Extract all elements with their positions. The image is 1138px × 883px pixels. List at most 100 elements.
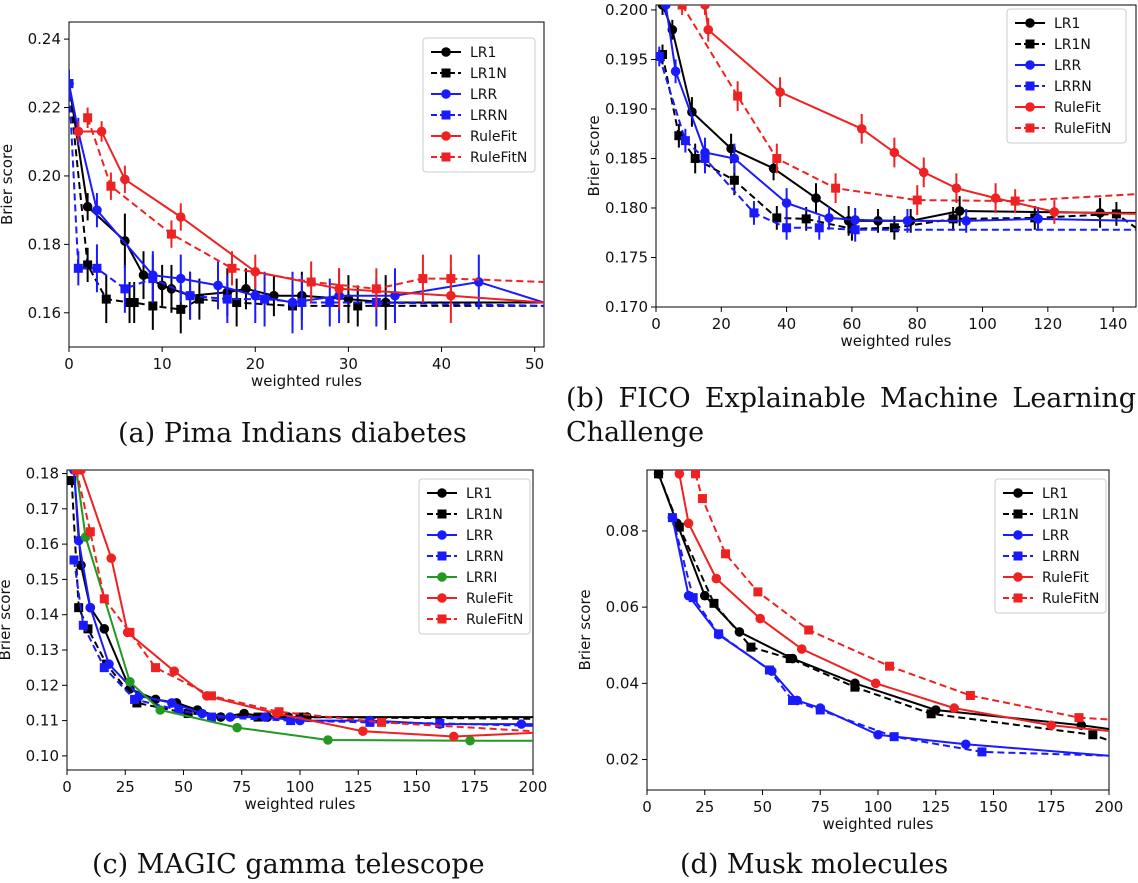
x-tick-label: 175 xyxy=(1037,798,1066,816)
caption-c: (c) MAGIC gamma telescope xyxy=(92,849,485,880)
data-point xyxy=(912,195,922,205)
data-point xyxy=(902,216,913,226)
x-tick-label: 0 xyxy=(642,798,652,816)
data-point xyxy=(850,225,860,235)
y-tick-label: 0.20 xyxy=(28,167,61,185)
data-point xyxy=(166,229,176,239)
data-point xyxy=(711,573,722,584)
data-point xyxy=(71,470,81,475)
data-point xyxy=(703,24,714,35)
data-point xyxy=(206,712,216,722)
series-LR1N xyxy=(654,470,1109,742)
y-axis-label: Brier score xyxy=(576,589,594,670)
legend-marker xyxy=(437,509,447,519)
legend-label: LRRN xyxy=(466,549,504,565)
data-point xyxy=(926,709,936,719)
series-RuleFit xyxy=(674,470,1109,732)
series-line xyxy=(704,5,1136,215)
data-point xyxy=(106,553,117,564)
legend-label: LR1N xyxy=(1054,37,1091,53)
caption-b-line1: (b) FICO Explainable Machine Learning xyxy=(566,383,1136,414)
x-tick-label: 80 xyxy=(908,315,927,333)
data-point xyxy=(125,676,135,687)
data-point xyxy=(954,206,965,216)
data-point xyxy=(155,705,165,715)
data-point xyxy=(714,629,724,639)
data-point xyxy=(1033,214,1043,224)
chart-musk: 0 25 50 75 100 125 150 175 200 0.02 0.04 0.06 0.08 we… xyxy=(576,469,1123,833)
data-point xyxy=(448,731,459,742)
y-tick-label: 0.02 xyxy=(606,751,639,769)
x-tick-label: 75 xyxy=(811,798,830,816)
data-point xyxy=(654,470,664,479)
legend-c: LR1 LR1N LRR LRRN LRRI RuleFit RuleFitN xyxy=(418,478,531,635)
data-point xyxy=(73,126,84,137)
x-tick-label: 60 xyxy=(842,315,861,333)
legend-label: LR1N xyxy=(466,507,503,523)
data-point xyxy=(749,208,759,218)
data-point xyxy=(1074,713,1084,723)
x-tick-label: 100 xyxy=(286,778,315,796)
data-point xyxy=(176,304,186,314)
data-point xyxy=(674,131,684,141)
series-LRRI xyxy=(71,470,533,746)
data-point xyxy=(801,214,811,224)
legend-marker xyxy=(1013,572,1023,582)
x-tick-label: 150 xyxy=(402,778,431,796)
data-point xyxy=(99,663,109,673)
data-point xyxy=(151,663,161,673)
legend-label: RuleFit xyxy=(466,591,513,607)
data-point xyxy=(691,470,701,479)
legend-box xyxy=(418,478,531,635)
data-point xyxy=(516,719,527,729)
data-point xyxy=(85,527,95,537)
data-point xyxy=(667,513,677,523)
data-point xyxy=(788,695,798,705)
data-point xyxy=(232,722,242,733)
data-point xyxy=(656,51,664,61)
data-point xyxy=(729,175,739,185)
legend-marker xyxy=(1013,488,1023,498)
data-point xyxy=(96,126,107,137)
data-point xyxy=(700,5,710,10)
data-point xyxy=(699,590,710,601)
x-tick-label: 0 xyxy=(64,355,74,373)
data-point xyxy=(948,214,958,224)
data-point xyxy=(815,705,825,715)
data-point xyxy=(674,470,685,479)
data-point xyxy=(856,123,867,134)
data-point xyxy=(850,682,860,692)
x-tick-label: 50 xyxy=(525,355,544,373)
series-line xyxy=(75,470,533,742)
data-point xyxy=(194,294,204,304)
data-point xyxy=(729,153,740,164)
series-line xyxy=(657,473,1109,742)
legend-label: LRR xyxy=(1054,58,1082,74)
x-tick-label: 10 xyxy=(153,355,172,373)
data-point xyxy=(222,294,232,304)
data-point xyxy=(120,284,130,294)
data-point xyxy=(232,298,242,308)
data-point xyxy=(677,5,687,10)
series-RuleFitN xyxy=(677,5,1136,215)
chart-pima: 0 10 20 30 40 50 0.16 0.18 0.20 0.22 0.24 weighted … xyxy=(0,21,545,390)
data-point xyxy=(73,263,83,273)
y-tick-label: 0.185 xyxy=(605,149,648,167)
data-point xyxy=(85,602,96,613)
data-point xyxy=(286,716,296,726)
x-tick-label: 140 xyxy=(1099,315,1128,333)
legend-marker xyxy=(437,551,447,561)
data-point xyxy=(418,274,428,284)
y-tick-label: 0.17 xyxy=(26,500,59,518)
legend-label: LRRN xyxy=(1042,549,1080,565)
legend-marker xyxy=(1025,39,1035,49)
x-tick-label: 25 xyxy=(116,778,135,796)
data-point xyxy=(106,181,116,191)
data-point xyxy=(977,747,987,757)
legend-marker xyxy=(1025,18,1035,28)
data-point xyxy=(227,263,237,273)
y-tick-label: 0.200 xyxy=(605,1,648,19)
data-point xyxy=(680,136,690,146)
legend-label: RuleFit xyxy=(1054,100,1101,116)
data-point xyxy=(99,624,110,634)
